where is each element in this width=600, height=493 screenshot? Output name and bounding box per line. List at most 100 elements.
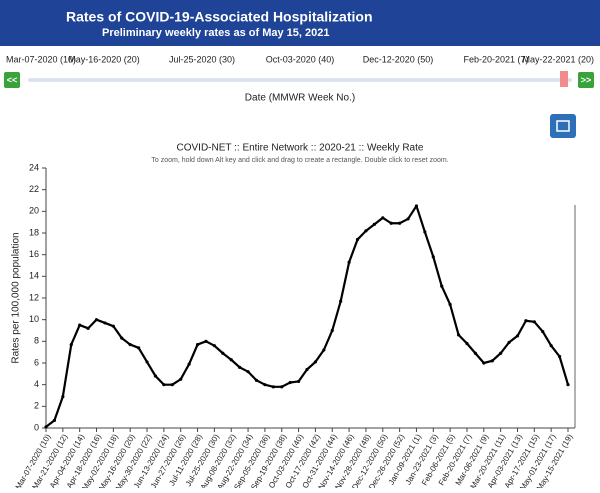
- slider-handle[interactable]: [560, 71, 568, 87]
- slider-label: May-22-2021 (20): [522, 54, 594, 64]
- data-point: [52, 418, 57, 423]
- data-point: [364, 229, 368, 233]
- data-point: [78, 323, 82, 327]
- data-point: [507, 340, 511, 345]
- data-point: [204, 339, 208, 343]
- data-point: [128, 342, 132, 347]
- data-point: [145, 360, 149, 364]
- header-subtitle: Preliminary weekly rates as of May 15, 2…: [102, 27, 329, 39]
- data-point: [263, 383, 267, 387]
- data-point: [271, 385, 275, 389]
- slider-label: Dec-12-2020 (50): [363, 54, 434, 64]
- data-point: [499, 351, 503, 355]
- data-point: [448, 302, 452, 307]
- prev-button-label[interactable]: <<: [7, 75, 18, 85]
- y-tick-label: 12: [29, 292, 39, 302]
- data-point: [347, 260, 351, 264]
- data-point: [221, 351, 225, 355]
- data-point: [566, 383, 570, 387]
- data-point: [389, 221, 393, 225]
- slider-track: [28, 78, 572, 82]
- data-point: [330, 328, 334, 333]
- y-tick-label: 24: [29, 162, 39, 172]
- prev-button[interactable]: [4, 72, 20, 88]
- data-point: [322, 348, 326, 352]
- data-point: [440, 284, 444, 288]
- header-title: Rates of COVID-19-Associated Hospitaliza…: [66, 9, 373, 25]
- data-point: [313, 360, 318, 364]
- data-point: [195, 342, 200, 347]
- data-point: [288, 380, 292, 385]
- next-button-label[interactable]: >>: [581, 75, 592, 85]
- data-point: [490, 359, 494, 363]
- slider-label: May-16-2020 (20): [68, 54, 140, 64]
- data-point: [111, 324, 115, 328]
- data-point: [398, 221, 402, 225]
- data-point: [69, 342, 73, 347]
- chart-subtitle: To zoom, hold down Alt key and click and…: [151, 157, 448, 164]
- y-tick-label: 4: [34, 379, 39, 389]
- image-button[interactable]: [550, 114, 576, 138]
- slider-label: Jul-25-2020 (30): [169, 54, 235, 64]
- data-point: [137, 346, 141, 350]
- image-icon[interactable]: [556, 120, 570, 132]
- data-point: [414, 204, 419, 208]
- data-point: [431, 255, 435, 259]
- y-tick-label: 18: [29, 227, 39, 237]
- y-tick-label: 22: [29, 184, 39, 194]
- slider-caption: Date (MMWR Week No.): [245, 93, 355, 104]
- y-tick-label: 8: [34, 336, 39, 346]
- data-point: [280, 385, 284, 389]
- data-point: [162, 383, 166, 387]
- data-point: [238, 365, 242, 369]
- y-axis-label: Rates per 100,000 population: [11, 232, 22, 363]
- data-point: [296, 379, 301, 384]
- data-point: [94, 318, 99, 322]
- data-point: [473, 351, 477, 355]
- slider-label: Feb-20-2021 (7): [463, 54, 528, 64]
- slider-label: Oct-03-2020 (40): [266, 54, 335, 64]
- y-tick-label: 16: [29, 249, 39, 259]
- data-point: [254, 378, 259, 382]
- data-point: [339, 299, 343, 303]
- data-point: [456, 333, 461, 337]
- data-point: [153, 374, 158, 378]
- data-point: [515, 334, 520, 338]
- data-point: [557, 354, 562, 359]
- y-tick-label: 0: [34, 422, 39, 432]
- data-point: [187, 362, 191, 366]
- data-point: [229, 358, 233, 362]
- slider-label: Mar-07-2020 (10): [6, 54, 76, 64]
- data-point: [423, 230, 427, 234]
- data-point: [541, 329, 545, 334]
- data-point: [103, 321, 107, 325]
- y-tick-label: 14: [29, 271, 39, 281]
- data-point: [549, 344, 553, 348]
- data-point: [355, 237, 360, 242]
- data-point: [372, 222, 376, 226]
- data-point: [406, 217, 410, 221]
- y-tick-label: 10: [29, 314, 39, 324]
- data-point: [465, 341, 469, 346]
- data-point: [305, 367, 309, 372]
- data-point: [170, 383, 174, 387]
- data-point: [86, 326, 90, 330]
- data-point: [179, 377, 183, 381]
- data-line: [45, 204, 570, 428]
- data-point: [44, 425, 48, 429]
- data-point: [246, 370, 250, 374]
- data-point: [61, 394, 65, 399]
- y-tick-label: 20: [29, 206, 39, 216]
- data-point: [381, 216, 385, 220]
- chart-title: COVID-NET :: Entire Network :: 2020-21 :…: [177, 143, 424, 154]
- y-tick-label: 6: [34, 357, 39, 367]
- data-point: [212, 344, 216, 348]
- data-point: [482, 361, 486, 365]
- y-tick-label: 2: [34, 401, 39, 411]
- data-point: [524, 319, 528, 323]
- next-button[interactable]: [578, 72, 594, 88]
- data-point: [120, 336, 124, 340]
- data-point: [532, 320, 536, 324]
- header-band: [0, 0, 600, 46]
